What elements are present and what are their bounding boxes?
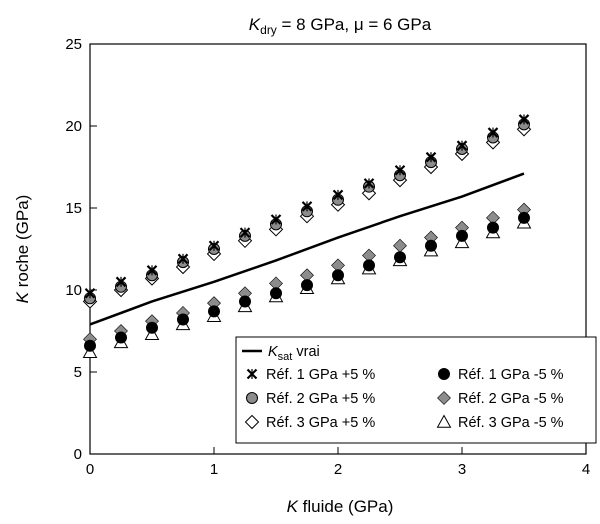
point-circle-black xyxy=(270,287,282,300)
point-x xyxy=(177,253,189,265)
point-circle-black xyxy=(146,321,158,334)
legend-marker-diamond-gray xyxy=(437,391,451,405)
y-tick-label: 15 xyxy=(65,200,82,217)
ksat-true-line-group xyxy=(89,172,525,326)
x-tick-label: 2 xyxy=(334,461,342,478)
point-x xyxy=(394,165,406,176)
point-x xyxy=(332,189,344,201)
title-dry-subscript: dry xyxy=(260,23,277,37)
xlabel-k: K xyxy=(287,497,299,516)
point-circle-black xyxy=(332,269,344,282)
point-circle-black xyxy=(487,221,499,234)
point-x xyxy=(208,240,220,251)
y-tick-label: 0 xyxy=(74,446,82,463)
y-tick-label: 5 xyxy=(74,364,82,381)
legend-sat-subscript: sat xyxy=(278,351,293,363)
legend-marker-circle-gray xyxy=(246,392,258,404)
point-x xyxy=(456,140,468,151)
x-tick-label: 1 xyxy=(210,461,218,478)
point-x xyxy=(84,288,96,299)
point-x xyxy=(301,201,313,212)
title-rest: = 8 GPa, μ = 6 GPa xyxy=(277,15,432,34)
point-circle-black xyxy=(456,229,468,242)
legend-marker-triangle-open xyxy=(436,414,452,428)
x-tick-label: 3 xyxy=(458,461,466,478)
y-tick-label: 10 xyxy=(65,282,82,299)
legend-vrai: vrai xyxy=(292,344,319,360)
legend-label-ref1-minus: Réf. 1 GPa -5 % xyxy=(458,367,564,383)
x-axis-ticks: 0 1 2 3 4 xyxy=(86,447,590,478)
legend-label-ref2-plus: Réf. 2 GPa +5 % xyxy=(266,391,375,407)
legend-k: K xyxy=(268,344,279,360)
legend-entry-ksat-vrai: Ksat vrai xyxy=(268,344,320,363)
point-circle-black xyxy=(518,211,530,224)
ylabel-rest: roche (GPa) xyxy=(13,195,32,292)
y-axis-ticks: 0 5 10 15 20 25 xyxy=(65,36,97,463)
point-circle-black xyxy=(177,313,189,326)
point-x xyxy=(518,114,530,125)
point-circle-black xyxy=(115,331,127,344)
point-x xyxy=(363,178,375,189)
legend-label-ref2-minus: Réf. 2 GPa -5 % xyxy=(458,391,564,407)
point-x xyxy=(146,265,158,276)
point-x xyxy=(239,227,251,238)
legend-label-ref1-plus: Réf. 1 GPa +5 % xyxy=(266,367,375,383)
point-x xyxy=(487,127,499,138)
point-circle-black xyxy=(84,339,96,352)
point-circle-black xyxy=(425,239,437,252)
title-k: K xyxy=(249,15,261,34)
legend-markers xyxy=(244,368,452,430)
point-circle-black xyxy=(363,259,375,272)
y-tick-label: 20 xyxy=(65,118,82,135)
chart-title: Kdry = 8 GPa, μ = 6 GPa xyxy=(249,15,432,37)
ksat-true-line xyxy=(89,172,525,326)
point-x xyxy=(425,151,437,163)
point-x xyxy=(115,276,127,288)
legend-label-ref3-minus: Réf. 3 GPa -5 % xyxy=(458,415,564,431)
x-tick-label: 4 xyxy=(582,461,590,478)
point-circle-black xyxy=(301,279,313,292)
point-circle-black xyxy=(394,251,406,264)
xlabel-rest: fluide (GPa) xyxy=(298,497,393,516)
point-x xyxy=(270,214,282,225)
legend: Ksat vrai Réf. 1 GPa +5 % Réf. 2 GPa +5 … xyxy=(235,336,597,444)
y-tick-label: 25 xyxy=(65,36,82,53)
legend-box xyxy=(235,336,597,444)
y-axis-title: K roche (GPa) xyxy=(13,195,32,304)
legend-marker-circle-black xyxy=(438,368,450,380)
ylabel-k: K xyxy=(13,291,32,303)
legend-marker-diamond-open xyxy=(244,414,260,430)
legend-marker-x xyxy=(246,368,258,380)
x-axis-title: K fluide (GPa) xyxy=(287,497,394,516)
x-tick-label: 0 xyxy=(86,461,94,478)
point-diamond-gray xyxy=(393,238,407,253)
point-circle-black xyxy=(239,295,251,308)
point-circle-black xyxy=(208,305,220,318)
legend-label-ref3-plus: Réf. 3 GPa +5 % xyxy=(266,415,375,431)
data-points xyxy=(82,114,532,359)
